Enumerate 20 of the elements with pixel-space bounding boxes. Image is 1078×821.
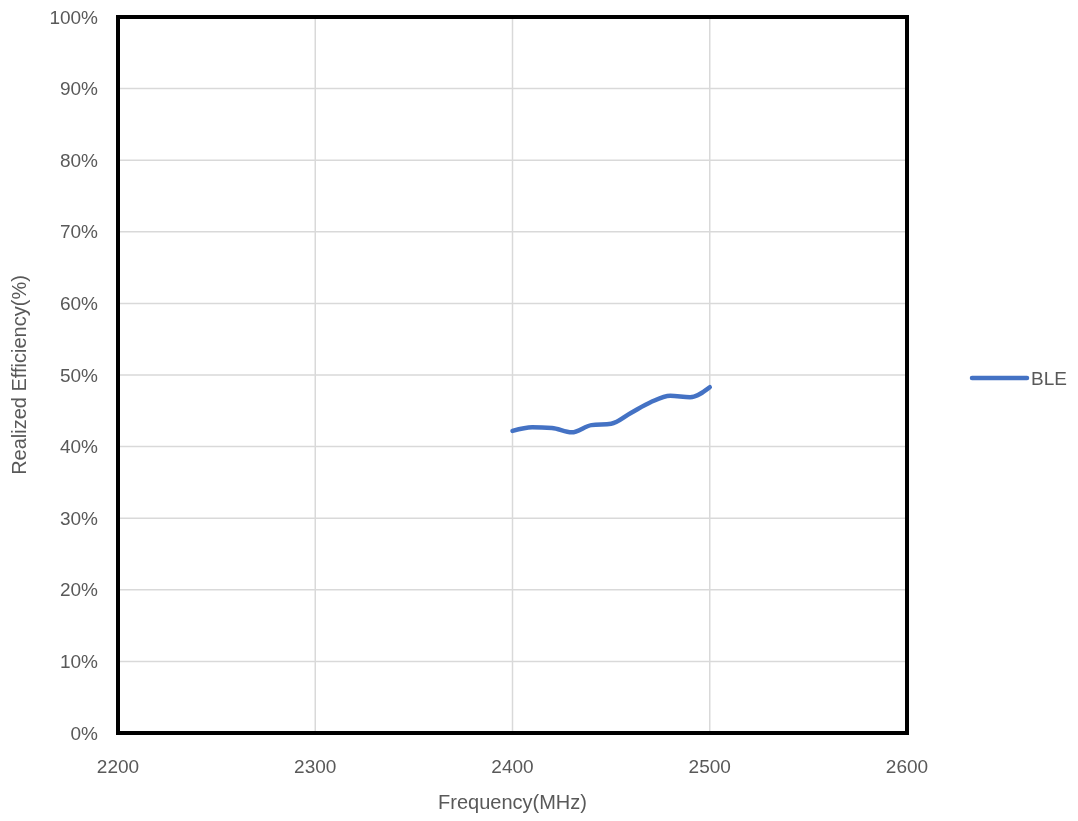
y-tick-label: 20%: [59, 579, 99, 601]
y-axis-title: Realized Efficiency(%): [8, 275, 30, 475]
y-tick-label: 10%: [59, 651, 99, 673]
line-series: [510, 384, 712, 435]
y-tick-label: 90%: [59, 78, 99, 100]
y-tick-label: 40%: [59, 436, 99, 458]
x-tick-label: 2300: [294, 756, 337, 777]
y-tick-label: 30%: [59, 507, 99, 529]
x-tick-label: 2400: [491, 756, 534, 777]
x-axis-title: Frequency(MHz): [438, 791, 587, 813]
y-tick-label: 80%: [59, 149, 99, 171]
x-tick-label: 2500: [688, 756, 731, 777]
y-tick-label: 50%: [59, 364, 99, 386]
legend-label: BLE: [1031, 367, 1067, 389]
y-tick-label: 100%: [49, 6, 99, 28]
y-tick-label: 70%: [59, 221, 99, 243]
y-tick-label: 60%: [59, 293, 99, 315]
y-tick-label: 0%: [70, 722, 99, 744]
x-tick-label: 2600: [885, 756, 929, 777]
x-tick-label: 2200: [96, 756, 140, 777]
